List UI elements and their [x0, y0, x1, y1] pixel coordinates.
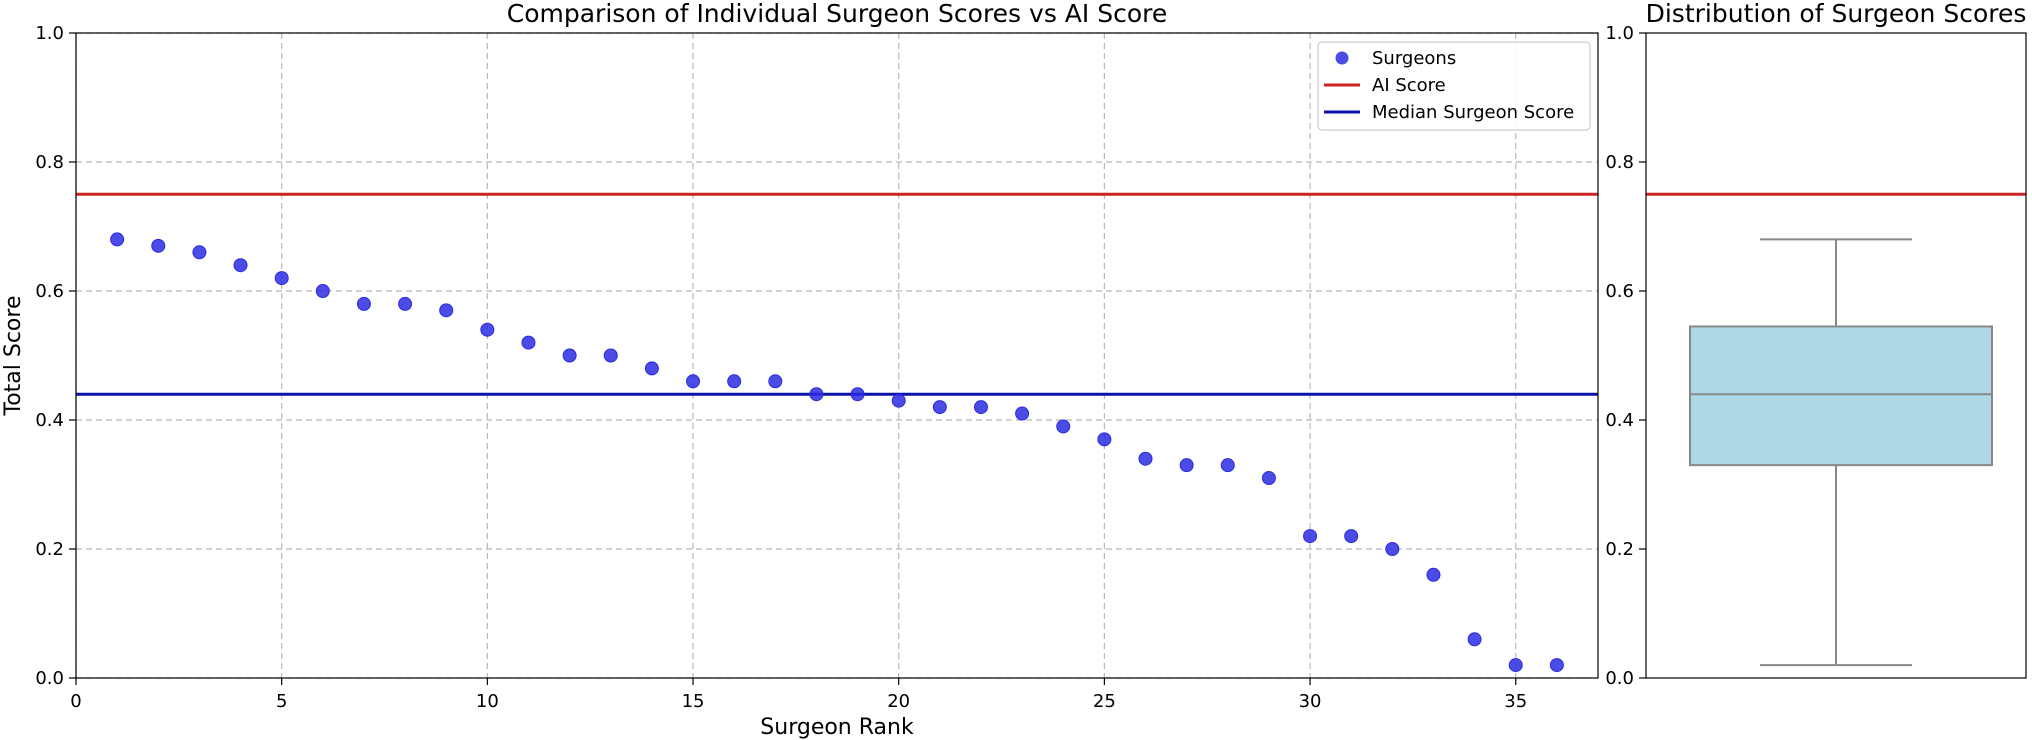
boxplot	[1689, 238, 1993, 667]
x-axis-title: Surgeon Rank	[760, 715, 914, 740]
boxplot-ticks: 0.0 0.2 0.4 0.6 0.8 1.0	[1605, 23, 1646, 689]
legend-surgeons-marker	[1335, 51, 1349, 65]
surgeon-point	[768, 374, 783, 389]
legend-ai-score-label: AI Score	[1372, 75, 1446, 96]
scatter-ticks: 0 5 10 15 20 25 30 35 0.0 0.2 0.4 0.6 0.8 1.0	[35, 23, 1527, 712]
x-tick-label: 15	[682, 691, 705, 712]
boxplot-y-tick-label: 0.6	[1605, 281, 1634, 302]
surgeon-point	[1467, 632, 1482, 647]
legend-box	[1317, 41, 1591, 131]
surgeon-point	[686, 374, 701, 389]
x-tick-label: 35	[1504, 691, 1527, 712]
y-tick-label: 0.0	[35, 668, 64, 689]
surgeon-point	[1097, 432, 1112, 447]
scatter-panel: 0 5 10 15 20 25 30 35 0.0 0.2 0.4 0.6 0.8 1.0 Compari…	[1, 0, 1599, 740]
surgeon-point	[1179, 458, 1194, 473]
surgeon-point	[809, 387, 824, 402]
y-tick-label: 1.0	[35, 23, 64, 44]
y-tick-label: 0.6	[35, 281, 64, 302]
scatter-reference-lines	[76, 192, 1598, 396]
legend: Surgeons AI Score Median Surgeon Score	[1317, 41, 1591, 131]
x-tick-label: 20	[887, 691, 910, 712]
scatter-axes-frame	[75, 32, 1599, 679]
surgeon-points	[110, 232, 1564, 673]
surgeon-point	[1508, 658, 1523, 673]
surgeon-point	[1426, 567, 1441, 582]
scatter-title: Comparison of Individual Surgeon Scores …	[507, 0, 1167, 28]
y-tick-label: 0.8	[35, 152, 64, 173]
y-axis-title: Total Score	[1, 296, 26, 417]
surgeon-point	[1056, 419, 1071, 434]
surgeon-point	[356, 296, 371, 311]
legend-median-label: Median Surgeon Score	[1372, 102, 1574, 123]
y-tick-label: 0.4	[35, 410, 64, 431]
surgeon-point	[521, 335, 536, 350]
x-tick-label: 0	[70, 691, 81, 712]
boxplot-panel: 0.0 0.2 0.4 0.6 0.8 1.0 Distribution of Surge…	[1605, 0, 2027, 689]
surgeon-point	[891, 393, 906, 408]
surgeon-point	[727, 374, 742, 389]
surgeon-point	[315, 284, 330, 298]
surgeon-point	[1385, 542, 1400, 556]
boxplot-y-tick-label: 0.2	[1605, 539, 1634, 560]
surgeon-point	[398, 296, 413, 311]
surgeon-point	[1015, 406, 1030, 421]
surgeon-point	[233, 258, 248, 273]
surgeon-point	[110, 232, 125, 247]
y-tick-label: 0.2	[35, 539, 64, 560]
x-tick-label: 25	[1093, 691, 1116, 712]
surgeon-point	[973, 400, 988, 415]
iqr-box	[1689, 325, 1993, 467]
surgeon-point	[274, 271, 289, 286]
surgeon-point	[1303, 529, 1318, 544]
surgeon-point	[1138, 451, 1153, 466]
x-tick-label: 30	[1299, 691, 1322, 712]
surgeon-point	[151, 238, 166, 253]
surgeon-point	[603, 348, 618, 363]
surgeon-point	[480, 322, 495, 337]
boxplot-axes-frame	[1645, 32, 2027, 679]
boxplot-y-tick-label: 1.0	[1605, 23, 1634, 44]
x-tick-label: 10	[476, 691, 499, 712]
surgeon-point	[1220, 458, 1235, 473]
surgeon-point	[1344, 529, 1359, 544]
surgeon-point	[932, 400, 947, 415]
legend-surgeons-label: Surgeons	[1372, 48, 1456, 69]
surgeon-point	[562, 348, 577, 363]
boxplot-title: Distribution of Surgeon Scores	[1646, 0, 2027, 28]
surgeon-point	[644, 361, 659, 376]
surgeon-point	[1549, 658, 1564, 673]
boxplot-y-tick-label: 0.4	[1605, 410, 1634, 431]
surgeon-point	[1261, 471, 1276, 486]
surgeon-point	[439, 303, 454, 318]
x-tick-label: 5	[276, 691, 287, 712]
boxplot-y-tick-label: 0.8	[1605, 152, 1634, 173]
surgeon-point	[192, 245, 207, 260]
boxplot-y-tick-label: 0.0	[1605, 668, 1634, 689]
surgeon-point	[850, 387, 865, 402]
